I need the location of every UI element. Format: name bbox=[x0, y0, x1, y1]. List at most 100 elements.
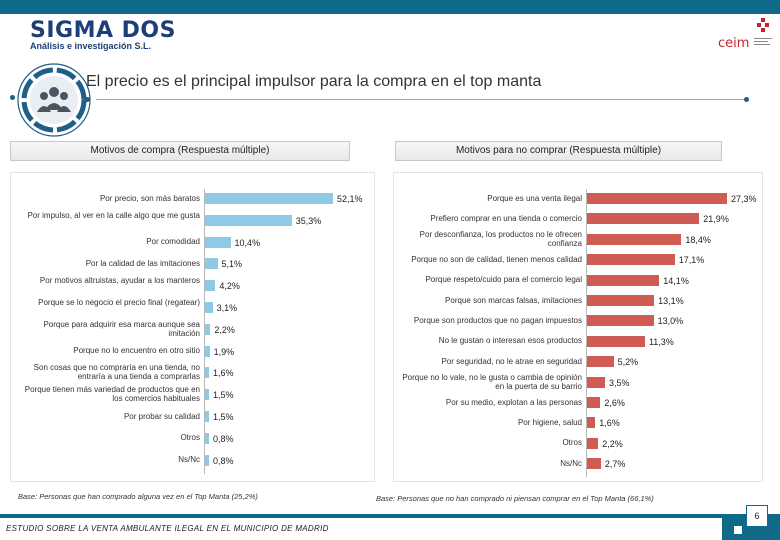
left-base-note: Base: Personas que han comprado alguna v… bbox=[18, 492, 258, 501]
left-bar-value: 2,2% bbox=[214, 324, 235, 335]
left-bar bbox=[205, 236, 231, 248]
right-bar bbox=[587, 295, 655, 306]
left-bar bbox=[205, 345, 210, 357]
divider-dot-right bbox=[744, 97, 749, 102]
left-bar-label: Por comodidad bbox=[146, 237, 200, 247]
left-bar bbox=[205, 411, 209, 422]
right-bar-value: 3,5% bbox=[608, 377, 630, 388]
right-axis bbox=[586, 189, 587, 477]
right-bar bbox=[587, 193, 727, 204]
left-bar-label: Porque tienen más variedad de productos … bbox=[24, 385, 200, 404]
left-bar-value: 5,1% bbox=[221, 259, 243, 270]
right-bar bbox=[587, 254, 675, 266]
page-number: 6 bbox=[746, 505, 768, 527]
right-bar bbox=[587, 356, 614, 368]
left-bar-value: 1,9% bbox=[213, 346, 235, 357]
right-bar bbox=[587, 397, 601, 408]
study-title: ESTUDIO SOBRE LA VENTA AMBULANTE ILEGAL … bbox=[6, 524, 333, 533]
left-bar-label: Porque no lo encuentro en otro sitio bbox=[73, 346, 200, 356]
right-bar-label: Porque son marcas falsas, imitaciones bbox=[445, 295, 582, 305]
right-bar bbox=[587, 437, 599, 449]
ceim-emblem-icon bbox=[754, 18, 772, 45]
footer-panel bbox=[0, 518, 722, 540]
left-bar-label: Por precio, son más baratos bbox=[99, 193, 200, 203]
left-bar-label: Por probar su calidad bbox=[123, 411, 200, 421]
left-bar-label: Por la calidad de las imitaciones bbox=[85, 258, 200, 268]
footer-square-icon bbox=[732, 524, 744, 536]
right-bar bbox=[587, 335, 645, 347]
right-bar-label: Porque no son de calidad, tienen menos c… bbox=[411, 254, 582, 264]
left-bar-label: Porque para adquirir esa marca aunque se… bbox=[43, 319, 200, 338]
right-section-heading: Motivos para no comprar (Respuesta múlti… bbox=[395, 141, 722, 161]
right-chart-frame bbox=[393, 172, 763, 482]
slide-title: El precio es el principal impulsor para … bbox=[86, 73, 542, 90]
left-section-heading: Motivos de compra (Respuesta múltiple) bbox=[10, 141, 350, 161]
right-bar-label: Porque respeto/cuido para el comercio le… bbox=[425, 275, 582, 285]
right-bar-value: 2,7% bbox=[604, 459, 626, 470]
right-bar-value: 27,3% bbox=[731, 194, 757, 204]
left-bar-value: 35,3% bbox=[295, 215, 322, 226]
right-bar-value: 2,6% bbox=[604, 398, 625, 408]
brand-name: SIGMA DOS bbox=[30, 18, 176, 43]
left-axis bbox=[204, 189, 205, 475]
right-bar-label: Por seguridad, no le atrae en seguridad bbox=[441, 356, 582, 366]
right-bar-value: 13,1% bbox=[658, 296, 684, 306]
right-bar bbox=[587, 376, 605, 388]
right-bar-label: Por desconfianza, los productos no le of… bbox=[419, 229, 582, 248]
right-bar-label: Otros bbox=[562, 438, 582, 448]
right-bar-value: 21,9% bbox=[703, 214, 729, 225]
left-bar-value: 0,8% bbox=[213, 455, 234, 466]
right-bar-label: Ns/Nc bbox=[560, 458, 582, 468]
right-bar bbox=[587, 417, 596, 429]
left-bar-label: Por impulso, al ver en la calle algo que… bbox=[27, 210, 200, 220]
divider-dot-left bbox=[85, 97, 90, 102]
right-bar-value: 2,2% bbox=[602, 438, 623, 449]
ceim-wordmark: ceim bbox=[718, 36, 750, 51]
left-bar-label: Otros bbox=[180, 433, 200, 443]
left-bar bbox=[205, 367, 209, 379]
left-bar bbox=[205, 389, 209, 401]
right-bar-label: Porque es una venta ilegal bbox=[487, 193, 582, 203]
right-bar-value: 5,2% bbox=[617, 357, 639, 368]
right-bar bbox=[587, 213, 700, 225]
left-bar-value: 1,6% bbox=[213, 368, 234, 379]
right-bar bbox=[587, 315, 654, 327]
left-chart-frame bbox=[10, 172, 375, 482]
left-bar bbox=[205, 432, 209, 444]
people-group-icon bbox=[17, 63, 91, 137]
divider-dot-far-left bbox=[10, 95, 15, 100]
left-bar-value: 10,4% bbox=[234, 237, 261, 248]
left-bar bbox=[205, 302, 213, 313]
left-bar-label: Son cosas que no compraría en una tienda… bbox=[33, 363, 200, 382]
left-bar-value: 0,8% bbox=[213, 433, 234, 444]
left-bar bbox=[205, 454, 209, 466]
right-bar-value: 1,6% bbox=[599, 418, 620, 429]
left-bar-label: Porque se lo negocio el precio final (re… bbox=[38, 298, 200, 307]
ceim-logo: ceim bbox=[718, 18, 776, 68]
title-divider bbox=[96, 99, 746, 100]
right-bar-value: 11,3% bbox=[648, 336, 674, 347]
brand-subtitle: Análisis e investigación S.L. bbox=[30, 41, 152, 51]
left-bar bbox=[205, 258, 218, 270]
left-bar bbox=[205, 193, 333, 204]
right-bar-label: Por su medio, explotan a las personas bbox=[445, 397, 582, 407]
right-bar bbox=[587, 458, 601, 470]
left-bar bbox=[205, 323, 211, 335]
right-bar-label: No le gustan o interesan esos productos bbox=[438, 336, 582, 346]
right-bar-label: Porque no lo vale, no le gusta o cambia … bbox=[402, 372, 582, 391]
right-bar-value: 17,1% bbox=[678, 255, 705, 266]
right-bar-label: Prefiero comprar en una tienda o comerci… bbox=[430, 213, 582, 223]
left-bar-value: 1,5% bbox=[213, 390, 234, 401]
right-base-note: Base: Personas que no han comprado ni pi… bbox=[376, 494, 654, 503]
sigmados-logo: SIGMA DOS Análisis e investigación S.L. bbox=[30, 18, 176, 51]
left-bar-value: 52,1% bbox=[337, 194, 363, 204]
right-bar-value: 18,4% bbox=[685, 234, 711, 245]
right-bar-label: Por higiene, salud bbox=[517, 417, 582, 427]
right-bar bbox=[587, 233, 682, 245]
left-bar-label: Por motivos altruistas, ayudar a los man… bbox=[39, 276, 200, 286]
left-bar-value: 4,2% bbox=[219, 281, 240, 292]
right-bar-label: Porque son productos que no pagan impues… bbox=[413, 315, 582, 325]
top-band bbox=[0, 0, 780, 14]
left-bar-value: 1,5% bbox=[213, 412, 234, 422]
left-bar bbox=[205, 280, 216, 292]
